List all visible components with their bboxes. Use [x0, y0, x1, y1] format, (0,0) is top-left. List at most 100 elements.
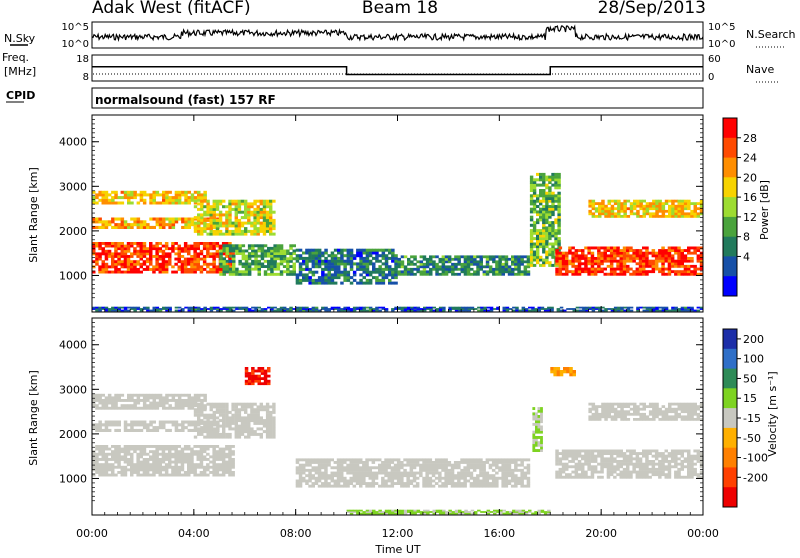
heatmap-cell	[548, 234, 551, 237]
heatmap-cell	[162, 220, 166, 223]
heatmap-cell	[111, 474, 115, 477]
heatmap-cell	[578, 473, 582, 476]
heatmap-cell	[102, 252, 106, 255]
heatmap-cell	[225, 416, 228, 419]
heatmap-cell	[403, 464, 407, 467]
heatmap-cell	[331, 265, 335, 268]
heatmap-cell	[232, 247, 236, 250]
heatmap-cell	[539, 237, 542, 240]
heatmap-cell	[492, 270, 496, 273]
heatmap-cell	[296, 282, 300, 285]
heatmap-cell	[674, 205, 678, 208]
heatmap-cell	[520, 469, 524, 472]
heatmap-cell	[248, 244, 252, 247]
heatmap-cell	[257, 205, 260, 208]
heatmap-cell	[127, 463, 131, 466]
heatmap-cell	[174, 258, 178, 261]
heatmap-cell	[251, 252, 255, 255]
heatmap-cell	[140, 226, 144, 229]
heatmap-cell	[517, 482, 521, 485]
heatmap-cell	[118, 196, 122, 199]
heatmap-cell	[378, 271, 382, 274]
heatmap-cell	[501, 469, 505, 472]
heatmap-cell	[200, 427, 203, 430]
heatmap-cell	[668, 270, 672, 273]
heatmap-cell	[530, 194, 533, 197]
heatmap-cell	[178, 404, 182, 407]
heatmap-cell	[346, 464, 350, 467]
heatmap-cell	[156, 218, 160, 221]
heatmap-cell	[594, 457, 598, 460]
heatmap-cell	[95, 245, 99, 248]
heatmap-cell	[261, 250, 265, 253]
heatmap-cell	[662, 215, 666, 218]
heatmap-cell	[489, 268, 493, 271]
heatmap-cell	[369, 282, 373, 285]
heatmap-cell	[483, 270, 487, 273]
heatmap-cell	[193, 255, 197, 258]
heatmap-cell	[454, 474, 458, 477]
heatmap-cell	[598, 210, 602, 213]
heatmap-cell	[416, 260, 420, 263]
heatmap-cell	[228, 455, 232, 458]
heatmap-cell	[280, 257, 284, 260]
heatmap-cell	[153, 199, 157, 202]
heatmap-cell	[124, 245, 128, 248]
heatmap-cell	[266, 433, 269, 436]
heatmap-cell	[542, 173, 545, 176]
heatmap-cell	[584, 257, 588, 260]
heatmap-cell	[575, 260, 579, 263]
heatmap-cell	[629, 254, 633, 257]
heatmap-cell	[225, 403, 228, 406]
heatmap-cell	[694, 215, 698, 218]
heatmap-cell	[372, 472, 376, 475]
heatmap-cell	[454, 265, 458, 268]
heatmap-cell	[270, 250, 274, 253]
heatmap-cell	[420, 273, 424, 276]
heatmap-cell	[212, 242, 216, 245]
heatmap-cell	[420, 265, 424, 268]
heatmap-cell	[270, 252, 274, 255]
heatmap-cell	[242, 263, 246, 266]
heatmap-cell	[124, 426, 128, 429]
heatmap-cell	[321, 276, 325, 279]
heatmap-cell	[212, 268, 216, 271]
heatmap-cell	[616, 265, 620, 268]
heatmap-cell	[575, 468, 579, 471]
heatmap-cell	[247, 416, 250, 419]
heatmap-cell	[327, 461, 331, 464]
heatmap-cell	[194, 205, 197, 208]
heatmap-cell	[253, 408, 256, 411]
heatmap-cell	[117, 466, 121, 469]
heatmap-cell	[235, 270, 239, 273]
heatmap-cell	[551, 234, 554, 237]
heatmap-cell	[171, 455, 175, 458]
heatmap-cell	[305, 262, 309, 265]
heatmap-cell	[153, 191, 157, 194]
heatmap-cell	[108, 399, 112, 402]
heatmap-cell	[444, 466, 448, 469]
heatmap-cell	[232, 273, 236, 276]
heatmap-cell	[146, 453, 150, 456]
heatmap-cell	[127, 458, 131, 461]
heatmap-cell	[642, 252, 646, 255]
heatmap-cell	[210, 427, 213, 430]
heatmap-cell	[98, 466, 102, 469]
heatmap-cell	[143, 445, 147, 448]
heatmap-cell	[331, 474, 335, 477]
heatmap-cell	[187, 252, 191, 255]
heatmap-cell	[250, 213, 253, 216]
heatmap-cell	[467, 258, 471, 261]
heatmap-cell	[539, 216, 542, 219]
heatmap-cell	[308, 276, 312, 279]
heatmap-cell	[191, 196, 195, 199]
heatmap-cell	[280, 244, 284, 247]
heatmap-cell	[384, 461, 388, 464]
heatmap-cell	[328, 282, 332, 285]
heatmap-cell	[665, 202, 669, 205]
heatmap-cell	[545, 208, 548, 211]
heatmap-cell	[216, 252, 220, 255]
heatmap-cell	[384, 482, 388, 485]
heatmap-cell	[206, 242, 210, 245]
heatmap-cell	[501, 480, 505, 483]
